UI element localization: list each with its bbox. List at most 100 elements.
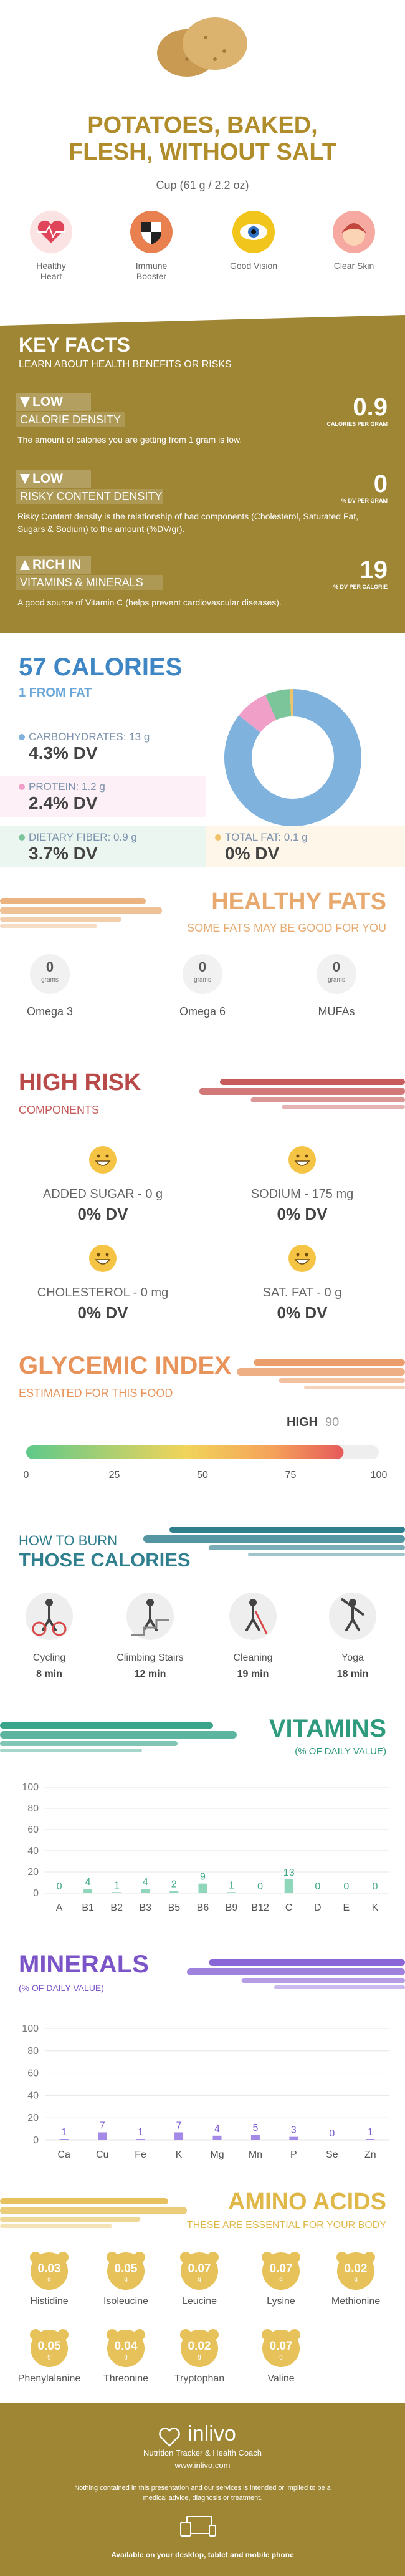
emoji-mouth: [294, 1259, 310, 1265]
amino-value: 0.05: [114, 2262, 138, 2275]
amino-subtitle: THESE ARE ESSENTIAL FOR YOUR BODY: [186, 2220, 386, 2231]
activity-name: Cleaning: [233, 1652, 273, 1663]
fact-name: CALORIE DENSITY: [20, 413, 122, 426]
fact-unit: CALORIES PER GRAM: [326, 421, 388, 427]
amino-unit: g: [279, 2353, 283, 2360]
figure-head: [249, 1599, 257, 1606]
gi-tick-label: 0: [24, 1470, 29, 1480]
gi-tick-label: 100: [371, 1470, 388, 1480]
hair: [341, 223, 366, 233]
key-facts-title: KEY FACTS: [19, 334, 130, 356]
decor-stripe: [0, 1731, 237, 1739]
decor-stripe: [0, 1741, 178, 1746]
emoji-eye: [305, 1154, 308, 1158]
amino-circle: [337, 2252, 374, 2290]
amino-circle: [262, 2252, 300, 2290]
y-tick-label: 40: [27, 1846, 39, 1856]
activity-name: Yoga: [341, 1652, 364, 1663]
burn-title-top: HOW TO BURN: [19, 1533, 118, 1548]
amino-value: 0.07: [269, 2262, 293, 2275]
emoji-eye: [105, 1253, 109, 1257]
nutrient-band: [206, 826, 405, 867]
activity-time: 19 min: [237, 1669, 269, 1679]
risk-label: ADDED SUGAR - 0 g: [42, 1187, 163, 1201]
bar: [169, 1891, 179, 1893]
arms: [340, 1598, 365, 1616]
bar: [284, 1879, 293, 1893]
value-label: 0: [257, 1881, 263, 1892]
value-label: 2: [171, 1879, 177, 1890]
gi-value: 90: [325, 1416, 340, 1429]
fact-value: 0.9: [353, 393, 388, 421]
amino-circle: [31, 2252, 68, 2290]
emoji: [288, 1245, 316, 1272]
burn-title: THOSE CALORIES: [19, 1549, 191, 1571]
emoji-eye: [105, 1154, 109, 1158]
figure-leg: [351, 1618, 360, 1631]
amino-title: AMINO ACIDS: [227, 2189, 386, 2215]
risk-label: SAT. FAT - 0 g: [262, 1286, 342, 1300]
value-label: 7: [100, 2120, 105, 2131]
x-tick-label: C: [285, 1903, 293, 1913]
risk-subtitle: COMPONENTS: [19, 1104, 100, 1116]
vitamins-subtitle: (% OF DAILY VALUE): [295, 1746, 386, 1757]
amino-value: 0.07: [269, 2340, 293, 2353]
x-tick-label: B5: [168, 1903, 181, 1913]
risk-dv: 0% DV: [277, 1303, 328, 1322]
nutrient-label: PROTEIN: 1.2 g: [29, 781, 105, 793]
amino-circle: [262, 2330, 300, 2367]
pulse: [37, 224, 65, 239]
decor-stripe: [304, 1386, 405, 1389]
tagline: Nutrition Tracker & Health Coach: [143, 2448, 262, 2458]
nutrient-dv: 2.4% DV: [29, 793, 98, 813]
amino-circle: [107, 2252, 145, 2290]
decor-stripe: [254, 1359, 405, 1366]
fat-unit: grams: [41, 977, 59, 983]
disclaimer: Nothing contained in this presentation a…: [74, 2484, 331, 2502]
amino-circle: [181, 2252, 218, 2290]
bar: [227, 1892, 236, 1893]
value-label: 0: [57, 1881, 62, 1892]
amino-name: Lysine: [267, 2296, 295, 2307]
risk-label: CHOLESTEROL - 0 mg: [37, 1286, 169, 1300]
decor-stripe: [0, 898, 146, 904]
title: POTATOES, BAKED, FLESH, WITHOUT SALT: [69, 112, 336, 165]
gi-title: GLYCEMIC INDEX: [19, 1352, 231, 1379]
nutrient-dot: [19, 734, 25, 740]
emoji-eye: [305, 1253, 308, 1257]
amino-unit: g: [47, 2276, 51, 2283]
footer-bg: [0, 2403, 405, 2576]
decor-stripe: [274, 1985, 405, 1989]
amino-unit: g: [124, 2353, 128, 2360]
nutrient-dot: [215, 834, 221, 841]
value-label: 1: [61, 2127, 67, 2138]
figure-leg: [48, 1618, 57, 1631]
wheel: [52, 1621, 67, 1636]
nutrient-label: CARBOHYDRATES: 13 g: [29, 731, 150, 743]
bar: [59, 2139, 69, 2140]
name-box: [16, 575, 163, 590]
decor-stripe: [209, 1959, 405, 1966]
key-facts-bg: [0, 315, 405, 633]
amino-value: 0.02: [188, 2340, 211, 2353]
x-tick-label: E: [343, 1903, 350, 1913]
decor-stripe: [0, 917, 122, 922]
y-tick-label: 0: [33, 2135, 39, 2146]
url: www.inlivo.com: [174, 2461, 231, 2470]
y-tick-label: 100: [22, 2024, 39, 2034]
bar: [366, 2139, 375, 2140]
calories-title: 57 CALORIES: [19, 654, 183, 681]
benefit-label: Healthy Heart: [36, 261, 66, 281]
bar: [83, 1889, 93, 1893]
level: RICH IN: [32, 557, 82, 572]
activity-name: Cycling: [32, 1652, 66, 1663]
device-phone: [209, 2525, 216, 2537]
emoji-mouth: [294, 1160, 310, 1166]
x-tick-label: Se: [326, 2149, 338, 2160]
decor-stripe: [0, 2207, 187, 2214]
donut-segment: [265, 689, 292, 720]
decor-stripe: [0, 2224, 112, 2228]
amino-unit: g: [279, 2276, 283, 2283]
value-label: 1: [368, 2127, 373, 2138]
activity-name: Climbing Stairs: [117, 1652, 184, 1663]
